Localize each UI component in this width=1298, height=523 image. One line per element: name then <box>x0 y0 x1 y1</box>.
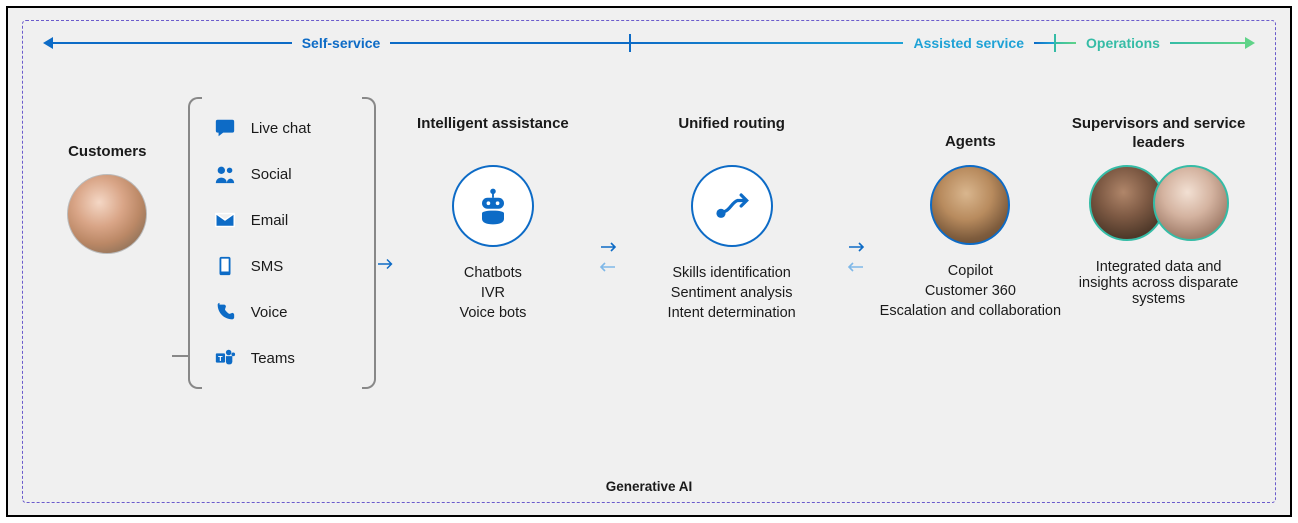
node-item: Intent determination <box>668 305 796 321</box>
chat-icon <box>213 116 237 140</box>
channel-label: SMS <box>251 258 284 275</box>
routing-icon <box>691 165 773 247</box>
bracket-right-icon <box>362 97 376 389</box>
node-item: Sentiment analysis <box>668 285 796 301</box>
node-item: Skills identification <box>668 265 796 281</box>
segment-line <box>1170 42 1245 44</box>
node-item: Voice bots <box>459 305 526 321</box>
node-item: Integrated data and insights across disp… <box>1074 259 1244 307</box>
dashed-frame: Self-service Assisted service Operations… <box>22 20 1276 503</box>
channels-bracket: Live chat Social Email SMS <box>190 95 374 391</box>
node-title: Unified routing <box>678 115 785 153</box>
intelligent-assistance-column: Intelligent assistance Chatbots IVR Voic… <box>401 85 585 321</box>
channel-label: Live chat <box>251 120 311 137</box>
arrow-right-icon <box>1245 37 1255 49</box>
segment-line <box>1034 42 1054 44</box>
node-title: Intelligent assistance <box>417 115 569 153</box>
segment-label-self-service: Self-service <box>292 35 391 51</box>
segment-operations: Operations <box>1056 35 1255 51</box>
agent-photo <box>930 165 1010 245</box>
node-items: Chatbots IVR Voice bots <box>459 265 526 321</box>
node-items: Skills identification Sentiment analysis… <box>668 265 796 321</box>
segment-line <box>390 42 629 44</box>
node-item: Chatbots <box>459 265 526 281</box>
channel-label: Social <box>251 166 292 183</box>
segment-assisted-service: Assisted service <box>631 34 1056 52</box>
node-item: Copilot <box>880 263 1061 279</box>
channel-label: Teams <box>251 350 295 367</box>
diagram-content: Customers Live chat Social <box>43 85 1255 455</box>
customers-column: Customers <box>43 143 172 254</box>
bidirectional-arrows-icon <box>833 240 879 274</box>
node-item: IVR <box>459 285 526 301</box>
supervisor-photos <box>1089 165 1229 241</box>
supervisor-photo <box>1153 165 1229 241</box>
svg-text:T: T <box>218 354 223 363</box>
channel-teams: T Teams <box>207 335 357 381</box>
customers-title: Customers <box>68 143 146 162</box>
segment-self-service: Self-service <box>43 34 631 52</box>
channel-sms: SMS <box>207 243 357 289</box>
node-items: Integrated data and insights across disp… <box>1074 259 1244 307</box>
voice-icon <box>213 300 237 324</box>
node-items: Copilot Customer 360 Escalation and coll… <box>880 263 1061 319</box>
bot-icon <box>452 165 534 247</box>
channel-voice: Voice <box>207 289 357 335</box>
channel-social: Social <box>207 151 357 197</box>
arrow-connector-icon <box>374 257 402 271</box>
channel-email: Email <box>207 197 357 243</box>
channel-live-chat: Live chat <box>207 105 357 151</box>
channel-label: Voice <box>251 304 288 321</box>
customer-photo <box>67 174 147 254</box>
outer-frame: Self-service Assisted service Operations… <box>6 6 1292 517</box>
top-segments-bar: Self-service Assisted service Operations <box>43 29 1255 57</box>
segment-label-operations: Operations <box>1076 35 1170 51</box>
footer-generative-ai: Generative AI <box>23 479 1275 494</box>
segment-line <box>53 42 292 44</box>
node-title: Supervisors and service leaders <box>1062 115 1255 153</box>
email-icon <box>213 208 237 232</box>
channel-label: Email <box>251 212 289 229</box>
segment-line <box>631 42 903 44</box>
node-title: Agents <box>945 115 996 153</box>
supervisors-column: Supervisors and service leaders Integrat… <box>1062 85 1255 307</box>
segment-label-assisted: Assisted service <box>903 35 1034 51</box>
bracket-left-icon <box>188 97 202 389</box>
bidirectional-arrows-icon <box>585 240 631 274</box>
node-item: Escalation and collaboration <box>880 303 1061 319</box>
teams-icon: T <box>213 346 237 370</box>
unified-routing-column: Unified routing Skills identification Se… <box>631 85 833 321</box>
agents-column: Agents Copilot Customer 360 Escalation a… <box>879 85 1063 319</box>
channels-list: Live chat Social Email SMS <box>197 95 367 391</box>
sms-icon <box>213 254 237 278</box>
segment-line <box>1056 42 1076 44</box>
social-icon <box>213 162 237 186</box>
node-item: Customer 360 <box>880 283 1061 299</box>
arrow-left-icon <box>43 37 53 49</box>
